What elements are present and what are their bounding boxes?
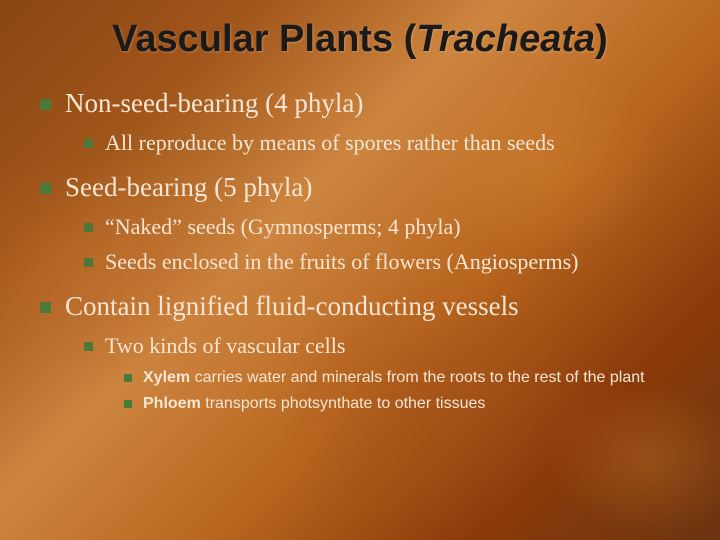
square-bullet-icon: [40, 183, 51, 194]
list-item: Non-seed-bearing (4 phyla) All reproduce…: [40, 87, 680, 157]
bullet-text: Contain lignified fluid-conducting vesse…: [65, 290, 519, 324]
title-main: Vascular Plants: [112, 18, 404, 60]
title-paren-close: ): [595, 18, 608, 60]
bullet-list: Non-seed-bearing (4 phyla) All reproduce…: [40, 87, 680, 415]
square-bullet-icon: [124, 374, 132, 382]
list-item: Seed-bearing (5 phyla) “Naked” seeds (Gy…: [40, 171, 680, 276]
bullet-text: Seeds enclosed in the fruits of flowers …: [105, 248, 579, 277]
square-bullet-icon: [40, 302, 51, 313]
sub-list: Two kinds of vascular cells Xylem carrie…: [84, 332, 680, 415]
list-item: All reproduce by means of spores rather …: [84, 129, 680, 158]
list-item: Phloem transports photsynthate to other …: [124, 393, 680, 415]
sub-list: All reproduce by means of spores rather …: [84, 129, 680, 158]
bullet-text: Two kinds of vascular cells: [105, 332, 345, 361]
square-bullet-icon: [84, 139, 93, 148]
list-item: Contain lignified fluid-conducting vesse…: [40, 290, 680, 415]
square-bullet-icon: [84, 223, 93, 232]
sub-list: “Naked” seeds (Gymnosperms; 4 phyla) See…: [84, 213, 680, 276]
list-item: “Naked” seeds (Gymnosperms; 4 phyla): [84, 213, 680, 242]
bold-term: Xylem: [143, 369, 190, 386]
slide-title: Vascular Plants (Tracheata): [40, 18, 680, 61]
square-bullet-icon: [84, 342, 93, 351]
bullet-text: Xylem carries water and minerals from th…: [143, 367, 645, 389]
bold-term: Phloem: [143, 395, 201, 412]
slide: Vascular Plants (Tracheata) Non-seed-bea…: [0, 0, 720, 540]
bullet-text: “Naked” seeds (Gymnosperms; 4 phyla): [105, 213, 461, 242]
bullet-text: Non-seed-bearing (4 phyla): [65, 87, 363, 121]
square-bullet-icon: [124, 400, 132, 408]
list-item: Xylem carries water and minerals from th…: [124, 367, 680, 389]
list-item: Two kinds of vascular cells Xylem carrie…: [84, 332, 680, 415]
list-item: Seeds enclosed in the fruits of flowers …: [84, 248, 680, 277]
bullet-text: Seed-bearing (5 phyla): [65, 171, 312, 205]
title-italic: Tracheata: [416, 18, 595, 60]
title-paren-open: (: [404, 18, 417, 60]
bullet-rest: carries water and minerals from the root…: [190, 369, 644, 386]
sub-sub-list: Xylem carries water and minerals from th…: [124, 367, 680, 415]
square-bullet-icon: [84, 258, 93, 267]
bullet-rest: transports photsynthate to other tissues: [201, 395, 486, 412]
bullet-text: All reproduce by means of spores rather …: [105, 129, 555, 158]
bullet-text: Phloem transports photsynthate to other …: [143, 393, 485, 415]
square-bullet-icon: [40, 99, 51, 110]
